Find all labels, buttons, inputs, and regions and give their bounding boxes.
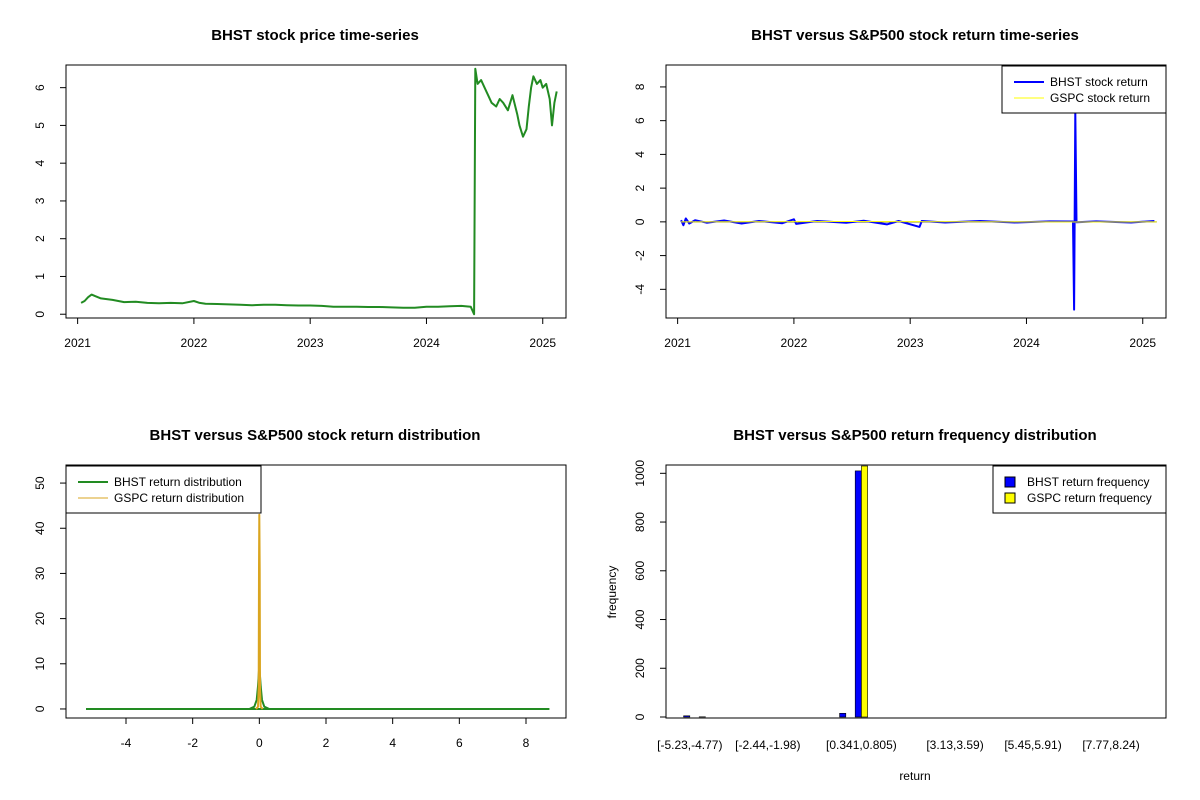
legend-label-bhst: BHST stock return <box>1050 75 1148 89</box>
x-axis-label: return <box>899 769 930 783</box>
x-tick-label: 2023 <box>297 336 324 350</box>
plot-marks: 0 10 20 30 40 50 -4 -2 0 2 4 6 8 <box>33 476 550 750</box>
legend-box <box>1001 65 1167 114</box>
x-tick-label: 2024 <box>413 336 440 350</box>
x-tick-label: 2023 <box>897 336 924 350</box>
y-tick-label: 600 <box>633 560 647 580</box>
y-tick-label: 2 <box>33 235 47 242</box>
plot-frame <box>65 464 567 719</box>
return-distribution-panel: BHST versus S&P500 stock return distribu… <box>33 427 567 750</box>
plot-marks: -4 -2 0 2 4 6 8 2021 2022 2023 2024 2025 <box>633 83 1157 350</box>
legend-label-bhst: BHST return distribution <box>114 475 242 489</box>
y-tick-label: 10 <box>33 657 47 671</box>
y-tick-label: 0 <box>633 218 647 225</box>
series-line-0 <box>680 111 1155 311</box>
x-tick-label: 2025 <box>1129 336 1156 350</box>
x-tick-label: [0.341,0.805) <box>826 738 897 752</box>
x-tick-label: 2 <box>323 736 330 750</box>
x-tick-label: 8 <box>523 736 530 750</box>
x-tick-label: 2022 <box>181 336 208 350</box>
x-tick-label: 0 <box>256 736 263 750</box>
x-tick-label: 2025 <box>529 336 556 350</box>
y-tick-label: 800 <box>633 512 647 532</box>
chart-title: BHST stock price time-series <box>211 27 419 44</box>
y-tick-label: 6 <box>633 117 647 124</box>
plot-frame <box>665 64 1167 319</box>
bar-series-0 <box>839 712 847 718</box>
legend-label-bhst: BHST return frequency <box>1027 475 1150 489</box>
bar-series-0 <box>854 470 862 718</box>
price-time-series-panel: BHST stock price time-series 0 1 2 3 4 5 6 2021… <box>33 27 567 350</box>
legend: BHST return frequency GSPC return freque… <box>992 465 1167 514</box>
series-line-0 <box>86 665 550 710</box>
legend-label-gspc: GSPC return frequency <box>1027 491 1152 505</box>
series-line-0 <box>80 67 558 316</box>
x-tick-label: -4 <box>121 736 132 750</box>
legend-label-gspc: GSPC stock return <box>1050 91 1150 105</box>
legend-box <box>65 465 262 514</box>
y-tick-label: 400 <box>633 609 647 629</box>
y-tick-label: 30 <box>33 566 47 580</box>
series-line-1 <box>681 221 1157 223</box>
y-tick-label: 5 <box>33 122 47 129</box>
y-tick-label: 200 <box>633 658 647 678</box>
bar-series-0 <box>683 715 691 718</box>
legend-box <box>992 465 1167 514</box>
y-tick-label: 8 <box>633 83 647 90</box>
x-tick-label: [3.13,3.59) <box>926 738 983 752</box>
y-tick-label: 0 <box>33 705 47 712</box>
x-tick-label: 4 <box>389 736 396 750</box>
chart-title: BHST versus S&P500 stock return time-ser… <box>751 27 1079 44</box>
x-tick-label: 2021 <box>664 336 691 350</box>
x-tick-label: 2024 <box>1013 336 1040 350</box>
y-tick-label: -2 <box>633 250 647 261</box>
frequency-distribution-panel: BHST versus S&P500 return frequency dist… <box>605 427 1167 783</box>
bar-series-1 <box>861 465 868 718</box>
y-tick-label: 3 <box>33 197 47 204</box>
legend-label-gspc: GSPC return distribution <box>114 491 244 505</box>
legend: BHST stock return GSPC stock return <box>1001 65 1167 114</box>
series-line-1 <box>255 513 264 710</box>
plot-frame <box>665 464 1167 719</box>
x-tick-label: [7.77,8.24) <box>1082 738 1139 752</box>
x-tick-label: [5.45,5.91) <box>1004 738 1061 752</box>
plot-frame <box>65 64 567 319</box>
y-tick-label: 0 <box>33 311 47 318</box>
return-time-series-panel: BHST versus S&P500 stock return time-ser… <box>633 27 1167 350</box>
y-tick-label: 2 <box>633 184 647 191</box>
y-tick-label: 0 <box>633 713 647 720</box>
plot-marks: 0 1 2 3 4 5 6 2021 2022 2023 2024 2025 <box>33 67 558 350</box>
chart-title: BHST versus S&P500 return frequency dist… <box>733 427 1096 444</box>
x-tick-label: 2022 <box>781 336 808 350</box>
y-tick-label: -4 <box>633 284 647 295</box>
x-tick-label: [-5.23,-4.77) <box>657 738 722 752</box>
y-tick-label: 4 <box>33 160 47 167</box>
y-tick-label: 1 <box>33 273 47 280</box>
y-tick-label: 20 <box>33 612 47 626</box>
legend-swatch-gspc <box>1004 492 1016 504</box>
y-tick-label: 1000 <box>633 460 647 487</box>
x-tick-label: -2 <box>187 736 198 750</box>
plot-marks: 0 200 400 600 800 1000 [-5.23,-4.77) [-2.44,-1.… <box>633 460 1140 752</box>
y-tick-label: 4 <box>633 151 647 158</box>
legend: BHST return distribution GSPC return dis… <box>65 465 262 514</box>
y-tick-label: 6 <box>33 84 47 91</box>
y-tick-label: 40 <box>33 521 47 535</box>
y-axis-label: frequency <box>605 566 619 619</box>
legend-swatch-bhst <box>1004 476 1016 488</box>
x-tick-label: 2021 <box>64 336 91 350</box>
x-tick-label: [-2.44,-1.98) <box>735 738 800 752</box>
y-tick-label: 50 <box>33 476 47 490</box>
x-tick-label: 6 <box>456 736 463 750</box>
chart-title: BHST versus S&P500 stock return distribu… <box>150 427 481 444</box>
